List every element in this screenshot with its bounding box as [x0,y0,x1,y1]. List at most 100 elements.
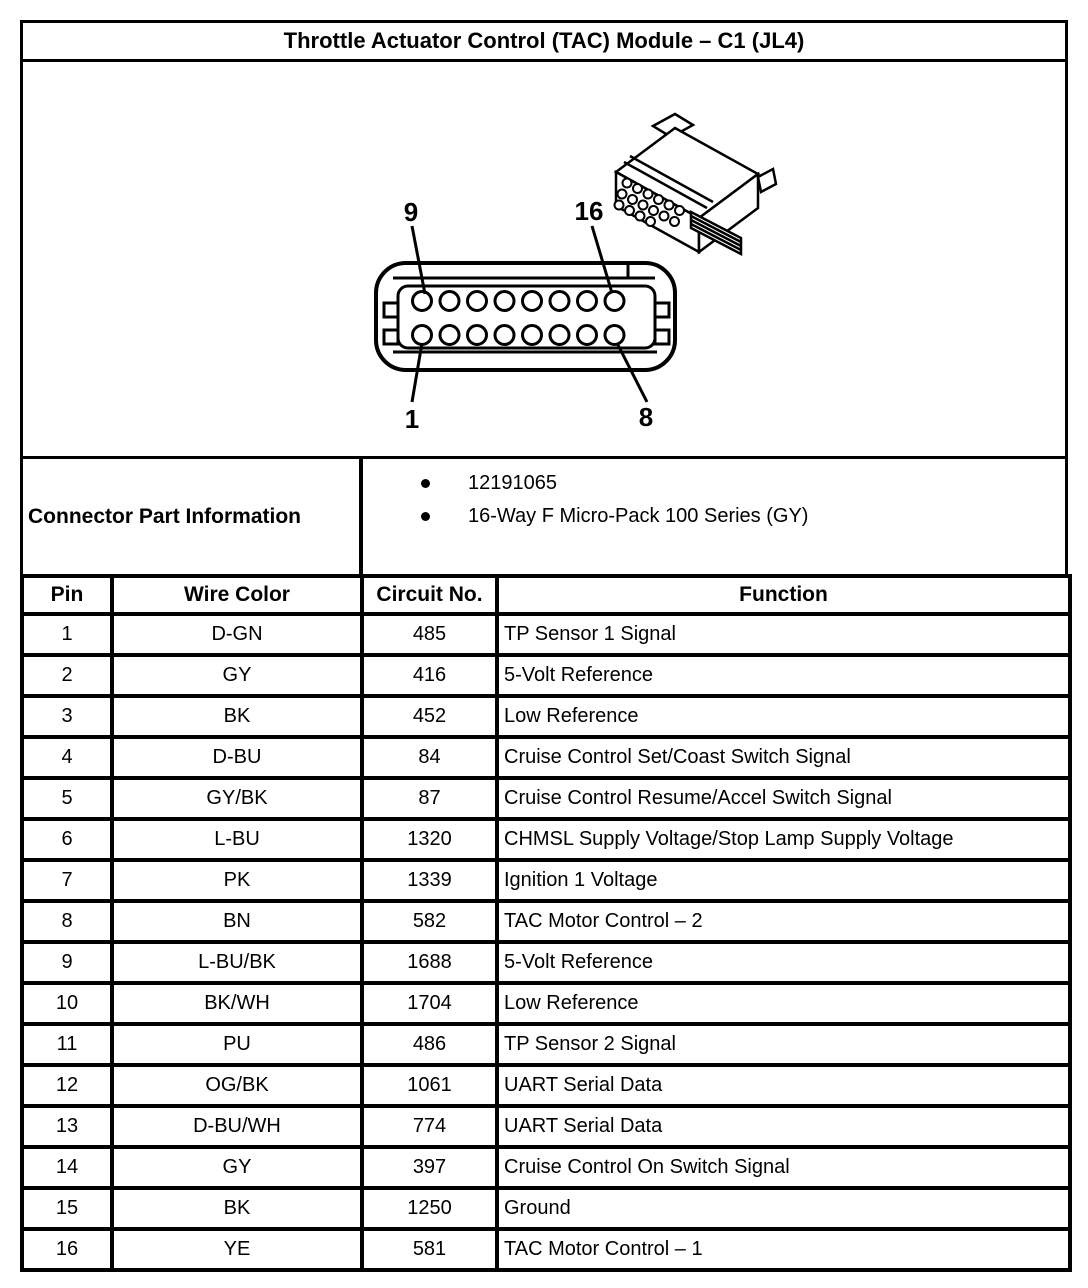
connector-front-view: 9 16 1 8 [374,196,677,434]
wire-color-cell: GY [110,653,364,698]
table-row: 10 BK/WH 1704 Low Reference [20,981,1072,1026]
leader-line-pin1 [410,342,424,403]
wire-color-cell: L-BU [110,817,364,862]
table-row: 14 GY 397 Cruise Control On Switch Signal [20,1145,1072,1190]
column-header: Pin [20,574,114,616]
pin-8-label: 8 [639,402,653,432]
pin-table: Pin Wire Color Circuit No. Function 1 D-GN 48… [20,574,1072,1272]
wire-color-cell: GY/BK [110,776,364,821]
table-row: 16 YE 581 TAC Motor Control – 1 [20,1227,1072,1272]
column-header: Wire Color [110,574,364,616]
pin-cell: 3 [20,694,114,739]
table-row: 8 BN 582 TAC Motor Control – 2 [20,899,1072,944]
wire-color-cell: YE [110,1227,364,1272]
table-row: 1 D-GN 485 TP Sensor 1 Signal [20,612,1072,657]
table-row: 11 PU 486 TP Sensor 2 Signal [20,1022,1072,1067]
table-header-row: Pin Wire Color Circuit No. Function [20,574,1072,616]
connector-part-info-item: 12191065 [363,472,1065,494]
wire-color-cell: D-BU/WH [110,1104,364,1149]
wire-color-cell: L-BU/BK [110,940,364,985]
pin-cell: 1 [20,612,114,657]
table-row: 12 OG/BK 1061 UART Serial Data [20,1063,1072,1108]
pin-cell: 10 [20,981,114,1026]
circuit-no-cell: 485 [360,612,499,657]
circuit-no-cell: 582 [360,899,499,944]
wire-color-cell: GY [110,1145,364,1190]
table-row: 3 BK 452 Low Reference [20,694,1072,739]
pin-cell: 15 [20,1186,114,1231]
pin-cell: 14 [20,1145,114,1190]
function-cell: Ground [495,1186,1072,1231]
pin-9-label: 9 [404,197,418,227]
connector-pinout-page: Throttle Actuator Control (TAC) Module –… [20,0,1072,1272]
circuit-no-cell: 1688 [360,940,499,985]
table-row: 7 PK 1339 Ignition 1 Voltage [20,858,1072,903]
function-cell: UART Serial Data [495,1104,1072,1149]
connector-part-info-row: Connector Part Information 12191065 16-Wa… [20,456,1068,578]
circuit-no-cell: 1339 [360,858,499,903]
function-cell: Cruise Control On Switch Signal [495,1145,1072,1190]
function-cell: Low Reference [495,694,1072,739]
wire-color-cell: D-BU [110,735,364,780]
connector-part-info-label: Connector Part Information [23,459,363,575]
function-cell: UART Serial Data [495,1063,1072,1108]
pin-cell: 2 [20,653,114,698]
column-header: Function [495,574,1072,616]
function-cell: CHMSL Supply Voltage/Stop Lamp Supply Vo… [495,817,1072,862]
circuit-no-cell: 87 [360,776,499,821]
pin-cell: 5 [20,776,114,821]
leader-line-pin9 [410,225,427,295]
circuit-no-cell: 774 [360,1104,499,1149]
pin-table-body: 1 D-GN 485 TP Sensor 1 Signal 2 GY 416 5-Volt R… [20,612,1072,1272]
connector-diagram-box: 9 16 1 8 [20,59,1068,459]
pin-16-label: 16 [575,196,604,226]
wire-color-cell: PU [110,1022,364,1067]
function-cell: 5-Volt Reference [495,653,1072,698]
pin-holes-top-row [411,290,626,312]
pin-cell: 7 [20,858,114,903]
function-cell: Cruise Control Resume/Accel Switch Signa… [495,776,1072,821]
pin-cell: 9 [20,940,114,985]
connector-3d-view [613,112,778,257]
circuit-no-cell: 416 [360,653,499,698]
function-cell: TP Sensor 2 Signal [495,1022,1072,1067]
table-row: 4 D-BU 84 Cruise Control Set/Coast Switch S… [20,735,1072,780]
function-cell: TAC Motor Control – 1 [495,1227,1072,1272]
function-cell: Ignition 1 Voltage [495,858,1072,903]
function-cell: Low Reference [495,981,1072,1026]
pin-cell: 16 [20,1227,114,1272]
wire-color-cell: D-GN [110,612,364,657]
wire-color-cell: BK/WH [110,981,364,1026]
wire-color-cell: PK [110,858,364,903]
circuit-no-cell: 1320 [360,817,499,862]
pin-cell: 6 [20,817,114,862]
circuit-no-cell: 1704 [360,981,499,1026]
wire-color-cell: BN [110,899,364,944]
connector-part-info-values: 12191065 16-Way F Micro-Pack 100 Series (… [363,459,1065,575]
wire-color-cell: BK [110,694,364,739]
leader-line-pin16 [590,225,614,294]
connector-diagram: 9 16 1 8 [374,112,778,434]
circuit-no-cell: 84 [360,735,499,780]
connector-part-info-list: 12191065 16-Way F Micro-Pack 100 Series (… [363,472,1065,527]
pin-1-label: 1 [405,404,419,434]
circuit-no-cell: 486 [360,1022,499,1067]
pin-cell: 13 [20,1104,114,1149]
pin-holes-bottom-row [411,324,626,346]
circuit-no-cell: 1061 [360,1063,499,1108]
wire-color-cell: BK [110,1186,364,1231]
table-row: 9 L-BU/BK 1688 5-Volt Reference [20,940,1072,985]
table-row: 6 L-BU 1320 CHMSL Supply Voltage/Stop Lamp … [20,817,1072,862]
function-cell: Cruise Control Set/Coast Switch Signal [495,735,1072,780]
function-cell: TAC Motor Control – 2 [495,899,1072,944]
circuit-no-cell: 581 [360,1227,499,1272]
function-cell: TP Sensor 1 Signal [495,612,1072,657]
leader-line-pin8 [615,342,649,403]
circuit-no-cell: 1250 [360,1186,499,1231]
wire-color-cell: OG/BK [110,1063,364,1108]
column-header: Circuit No. [360,574,499,616]
table-row: 13 D-BU/WH 774 UART Serial Data [20,1104,1072,1149]
circuit-no-cell: 397 [360,1145,499,1190]
connector-part-info-item: 16-Way F Micro-Pack 100 Series (GY) [363,505,1065,527]
pin-cell: 11 [20,1022,114,1067]
